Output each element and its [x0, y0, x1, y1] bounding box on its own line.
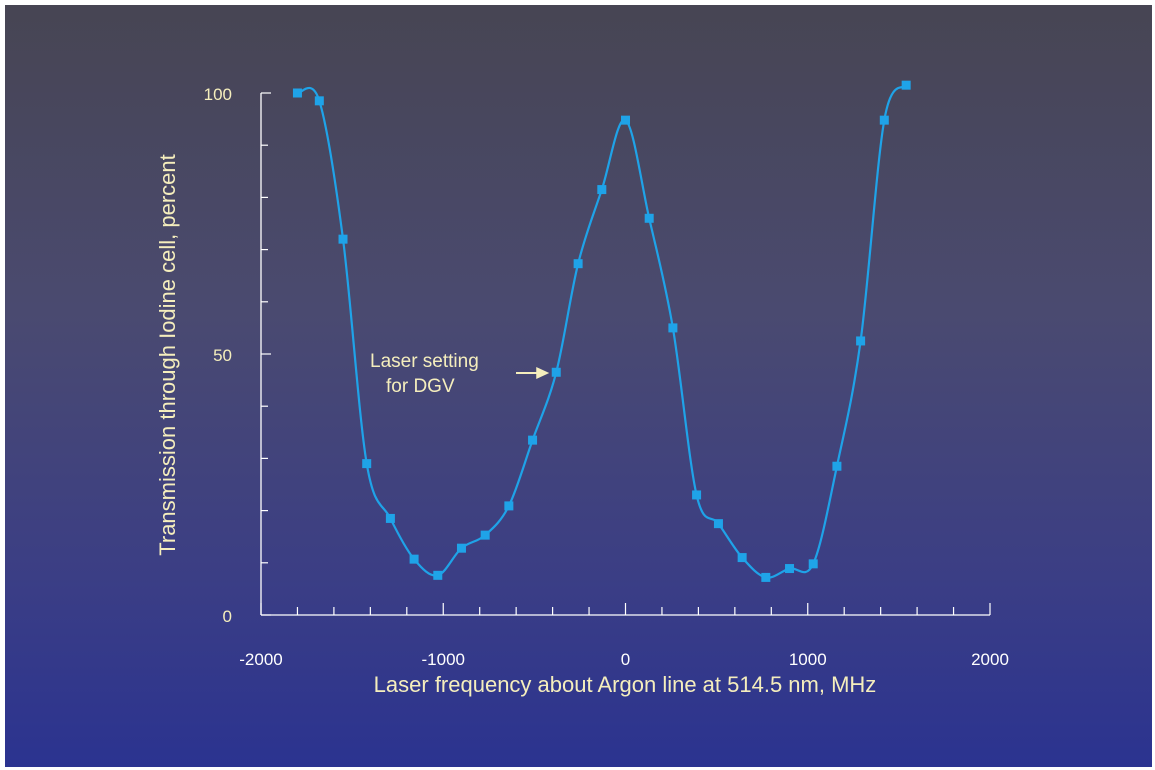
x-tick-label: -1000 [422, 650, 465, 669]
data-point [901, 80, 911, 90]
annotation-line-2: for DGV [386, 376, 455, 397]
x-axis-label: Laser frequency about Argon line at 514.… [374, 672, 877, 697]
data-point [856, 336, 866, 346]
data-point [409, 554, 419, 564]
data-point [385, 513, 395, 523]
x-tick-label: 0 [621, 650, 630, 669]
y-axis-label: Transmission through Iodine cell, percen… [155, 154, 180, 556]
annotation: Laser setting for DGV [370, 351, 550, 397]
y-tick-label: 50 [213, 346, 232, 365]
data-point [314, 96, 324, 106]
annotation-line-1: Laser setting [370, 351, 479, 372]
data-point [362, 459, 372, 469]
data-point [621, 115, 630, 125]
data-point [785, 564, 795, 574]
annotation-arrow-head [536, 367, 550, 379]
data-point [573, 259, 583, 269]
x-tick-label: 1000 [789, 650, 827, 669]
data-point [644, 213, 654, 223]
data-point [832, 461, 842, 471]
data-point [551, 367, 561, 377]
x-tick-label: 2000 [971, 650, 1009, 669]
slide-background [5, 5, 1152, 767]
data-point [879, 115, 889, 125]
axes [260, 92, 991, 616]
data-point [808, 559, 818, 569]
data-point [292, 88, 302, 98]
data-point [668, 323, 678, 333]
tick-labels: -2000 -1000 0 1000 2000 0 50 100 [204, 85, 1009, 669]
data-point [692, 490, 702, 500]
data-point [338, 234, 348, 244]
y-tick-label: 0 [223, 607, 232, 626]
data-point [433, 570, 443, 580]
data-point [737, 553, 747, 563]
data-point [761, 572, 771, 582]
data-point [528, 435, 538, 445]
y-tick-label: 100 [204, 85, 232, 104]
data-point [597, 185, 607, 195]
data-point [456, 543, 466, 553]
transmission-curve [297, 84, 908, 579]
data-point [480, 530, 490, 540]
data-markers [292, 80, 911, 582]
data-point [713, 519, 723, 529]
data-point [504, 501, 514, 511]
x-tick-label: -2000 [239, 650, 282, 669]
